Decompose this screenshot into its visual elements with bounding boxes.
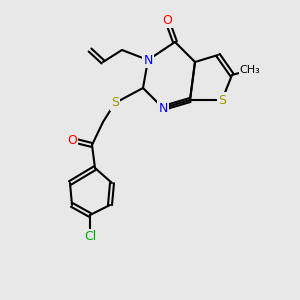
Text: O: O — [67, 134, 77, 146]
Text: N: N — [143, 53, 153, 67]
Text: CH₃: CH₃ — [240, 65, 260, 75]
Text: N: N — [158, 101, 168, 115]
Text: O: O — [162, 14, 172, 26]
Text: Cl: Cl — [84, 230, 96, 244]
Text: S: S — [111, 97, 119, 110]
Text: S: S — [218, 94, 226, 106]
